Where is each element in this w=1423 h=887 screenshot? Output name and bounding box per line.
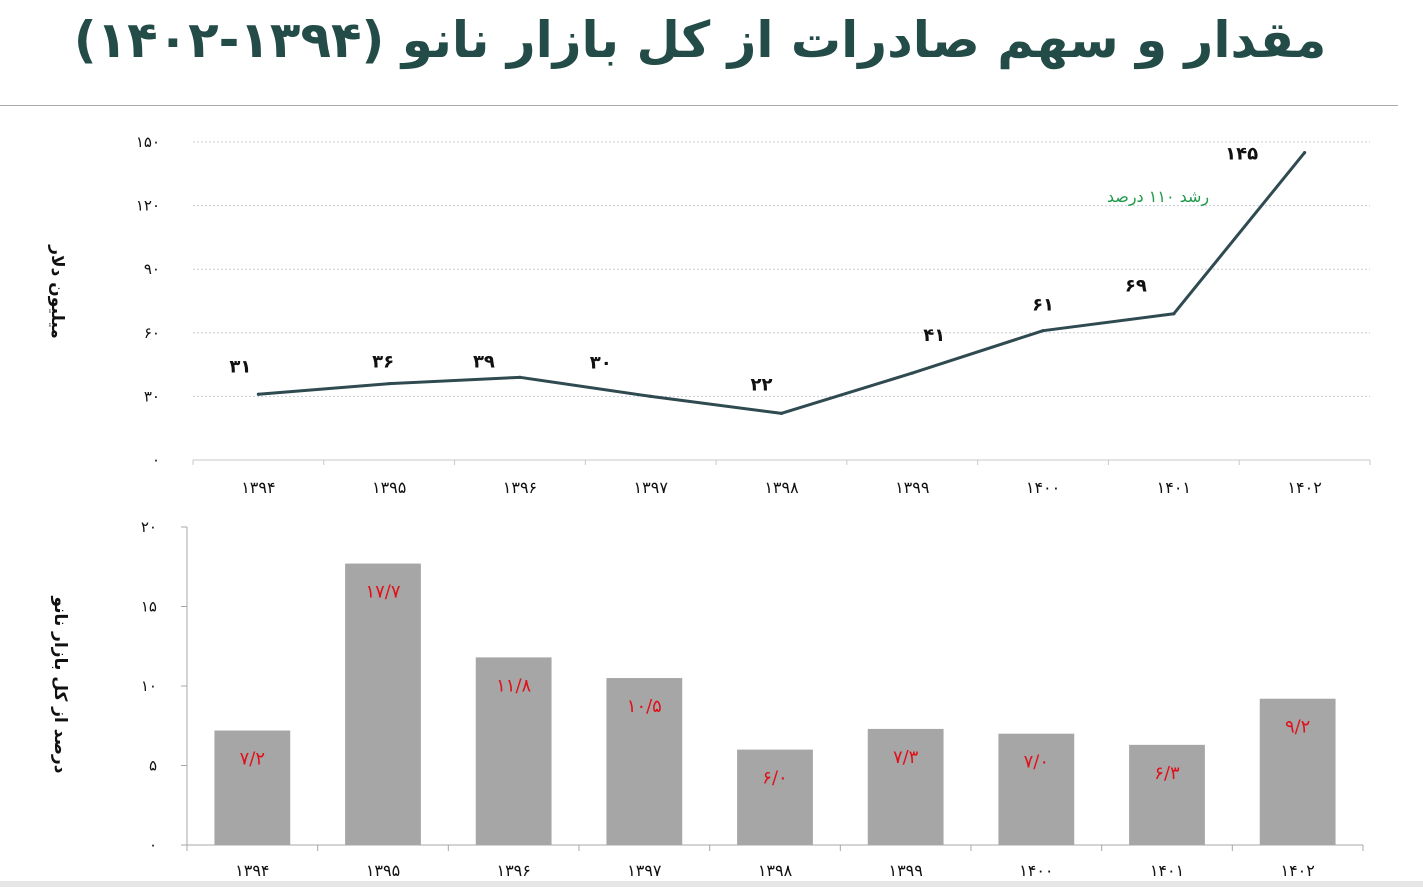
bar-value-label: ۱۰/۵ [627, 696, 662, 717]
bar [737, 749, 813, 845]
data-point [1041, 329, 1045, 333]
bar [475, 657, 552, 845]
y-tick-label: ۱۵ [141, 598, 157, 616]
y-tick-label: ۳۰ [144, 387, 160, 405]
bar-value-label: ۱۷/۷ [365, 582, 400, 603]
bar-value-label: ۱۱/۸ [496, 675, 531, 696]
bar [1129, 744, 1205, 845]
bar-value-label: ۶/۰ [762, 768, 787, 789]
data-point [1172, 312, 1176, 316]
bar-value-label: ۷/۳ [893, 747, 919, 768]
x-tick-label: ۱۴۰۰ [1019, 861, 1053, 880]
x-tick-label: ۱۳۹۶ [503, 478, 537, 497]
x-tick-label: ۱۴۰۱ [1150, 861, 1184, 880]
data-label: ۴۱ [923, 325, 945, 346]
data-point [649, 394, 653, 398]
chart-title: مقدار و سهم صادرات از کل بازار نانو (۱۳۹… [73, 11, 1327, 69]
data-label: ۶۱ [1032, 295, 1054, 316]
bar-value-label: ۷/۰ [1024, 752, 1049, 773]
bar-value-label: ۶/۳ [1154, 763, 1180, 784]
data-point [1303, 151, 1307, 155]
x-tick-label: ۱۳۹۶ [496, 861, 530, 880]
bar-value-label: ۷/۲ [240, 749, 265, 770]
growth-annotation: رشد ۱۱۰ درصد [1107, 187, 1209, 207]
x-tick-label: ۱۳۹۸ [764, 478, 799, 497]
y-tick-label: ۹۰ [144, 260, 160, 278]
title-divider [0, 105, 1398, 106]
x-tick-label: ۱۳۹۵ [366, 861, 400, 880]
data-point [779, 411, 784, 415]
bar [214, 730, 291, 845]
bottom-band [0, 881, 1423, 887]
data-point [910, 371, 914, 375]
data-point [518, 375, 522, 379]
line-chart: ۰ ۳۰ ۶۰ ۹۰ ۱۲۰ ۱۵۰ ۱۳۹۴ ۱۳۹۵ ۱۳۹۶ ۱۳۹۷ ۱۳۹۸ ۱۳۹۹ ۱۴۰… [47, 133, 1371, 497]
y-tick-label: ۱۵۰ [136, 133, 160, 151]
y-tick-label: ۵ [149, 757, 157, 775]
x-tick-label: ۱۳۹۷ [627, 861, 662, 880]
data-point [256, 392, 260, 396]
x-tick-label: ۱۴۰۰ [1026, 478, 1060, 497]
y-axis-label: درصد از کل بازار نانو [50, 595, 70, 773]
y-tick-label: ۰ [152, 451, 160, 469]
x-tick-label: ۱۴۰۲ [1280, 861, 1314, 880]
data-label: ۳۰ [590, 352, 612, 373]
data-label: ۳۱ [229, 356, 251, 377]
data-label: ۳۹ [473, 351, 495, 372]
x-tick-label: ۱۳۹۷ [634, 478, 669, 497]
x-tick-label: ۱۳۹۸ [758, 861, 793, 880]
x-tick-label: ۱۳۹۵ [372, 478, 406, 497]
y-tick-label: ۰ [149, 836, 157, 854]
bar [867, 728, 944, 845]
bar [998, 733, 1075, 845]
y-tick-label: ۱۲۰ [136, 197, 160, 215]
data-label: ۶۹ [1125, 276, 1147, 297]
y-tick-label: ۱۰ [141, 677, 157, 695]
data-label: ۲۲ [751, 374, 773, 395]
y-axis-label: میلیون دلار [47, 244, 67, 339]
x-tick-label: ۱۴۰۱ [1157, 478, 1191, 497]
x-tick-label: ۱۳۹۴ [235, 861, 269, 880]
data-label: ۳۶ [372, 352, 394, 373]
data-point [387, 382, 391, 386]
bar [606, 678, 683, 845]
x-tick-label: ۱۴۰۲ [1287, 478, 1321, 497]
bar [1259, 698, 1336, 845]
y-tick-label: ۲۰ [141, 518, 157, 536]
bar-value-label: ۹/۲ [1285, 717, 1310, 738]
x-tick-label: ۱۳۹۹ [888, 861, 922, 880]
x-tick-label: ۱۳۹۴ [241, 478, 275, 497]
bar [345, 563, 421, 845]
x-tick-label: ۱۳۹۹ [895, 478, 929, 497]
data-label: ۱۴۵ [1225, 144, 1258, 165]
y-tick-label: ۶۰ [144, 324, 160, 342]
